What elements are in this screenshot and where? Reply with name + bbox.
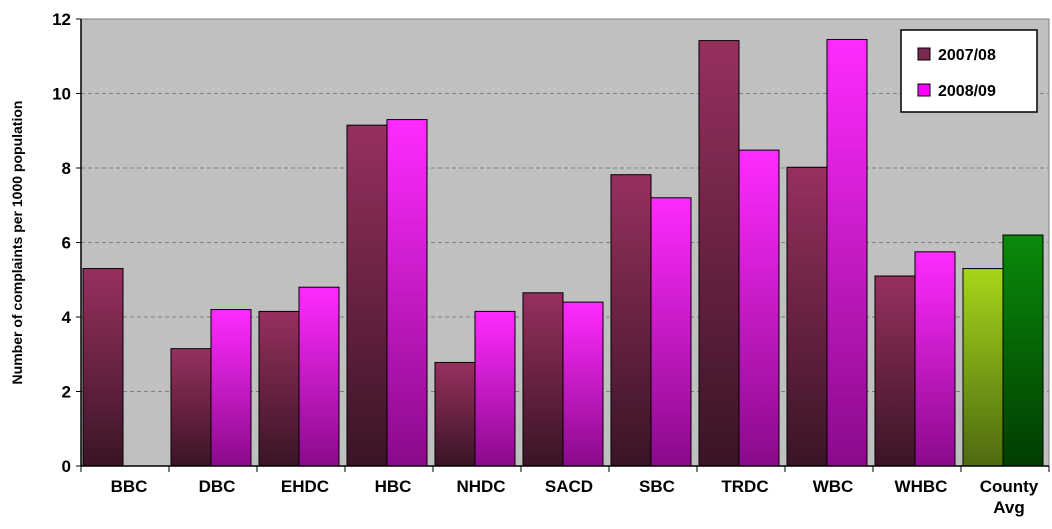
bar-sbc-2007-08	[610, 174, 652, 467]
x-tick-label: BBC	[111, 477, 148, 496]
bar-nhdc-2007-08	[434, 361, 476, 467]
x-tick-label: HBC	[375, 477, 412, 496]
y-tick-label: 2	[62, 383, 71, 402]
bar-hbc-2007-08	[346, 124, 388, 467]
bar-bbc-2007-08	[82, 268, 124, 467]
bar-whbc-2007-08	[874, 275, 916, 467]
y-tick-label: 0	[62, 457, 71, 476]
axes: 0 2 4 6 8 10 12 BBC DBC EHDC HBC NHDC SACD SBC TRDC WBC…	[52, 10, 1050, 517]
x-tick-label: WBC	[813, 477, 854, 496]
legend-swatch	[917, 47, 931, 61]
x-tick-label: WHBC	[895, 477, 948, 496]
bar-trdc-2007-08	[698, 40, 740, 467]
x-tick-label: NHDC	[456, 477, 505, 496]
bar-county-avg-2008-09	[1002, 234, 1044, 467]
bar-ehdc-2008-09	[298, 286, 340, 467]
bar-dbc-2008-09	[210, 309, 252, 467]
x-tick-label: TRDC	[721, 477, 768, 496]
bar-county-avg-2007-08	[962, 268, 1004, 467]
legend-label: 2008/09	[938, 83, 996, 100]
bar-wbc-2008-09	[826, 38, 868, 467]
bar-wbc-2007-08	[786, 166, 828, 467]
bar-trdc-2008-09	[738, 149, 780, 467]
y-tick-label: 4	[62, 308, 72, 327]
bar-sbc-2008-09	[650, 197, 692, 467]
legend: 2007/08 2008/09	[900, 29, 1038, 113]
y-tick-label: 12	[52, 10, 71, 29]
x-tick-label: DBC	[199, 477, 236, 496]
bar-sacd-2007-08	[522, 292, 564, 467]
y-tick-label: 6	[62, 234, 71, 253]
legend-box	[900, 29, 1038, 113]
legend-swatch	[917, 83, 931, 97]
x-tick-label: EHDC	[281, 477, 329, 496]
bar-hbc-2008-09	[386, 119, 428, 467]
y-tick-label: 8	[62, 159, 71, 178]
y-axis-title: Number of complaints per 1000 population	[9, 101, 25, 385]
x-tick-label: SACD	[545, 477, 593, 496]
y-tick-label: 10	[52, 85, 71, 104]
bars	[82, 38, 1044, 467]
bar-nhdc-2008-09	[474, 310, 516, 467]
x-tick-label: SBC	[639, 477, 675, 496]
bar-whbc-2008-09	[914, 251, 956, 467]
bar-dbc-2007-08	[170, 348, 212, 467]
bar-sacd-2008-09	[562, 301, 604, 467]
legend-label: 2007/08	[938, 47, 996, 64]
bar-ehdc-2007-08	[258, 310, 300, 467]
x-tick-label: County Avg	[980, 477, 1039, 517]
